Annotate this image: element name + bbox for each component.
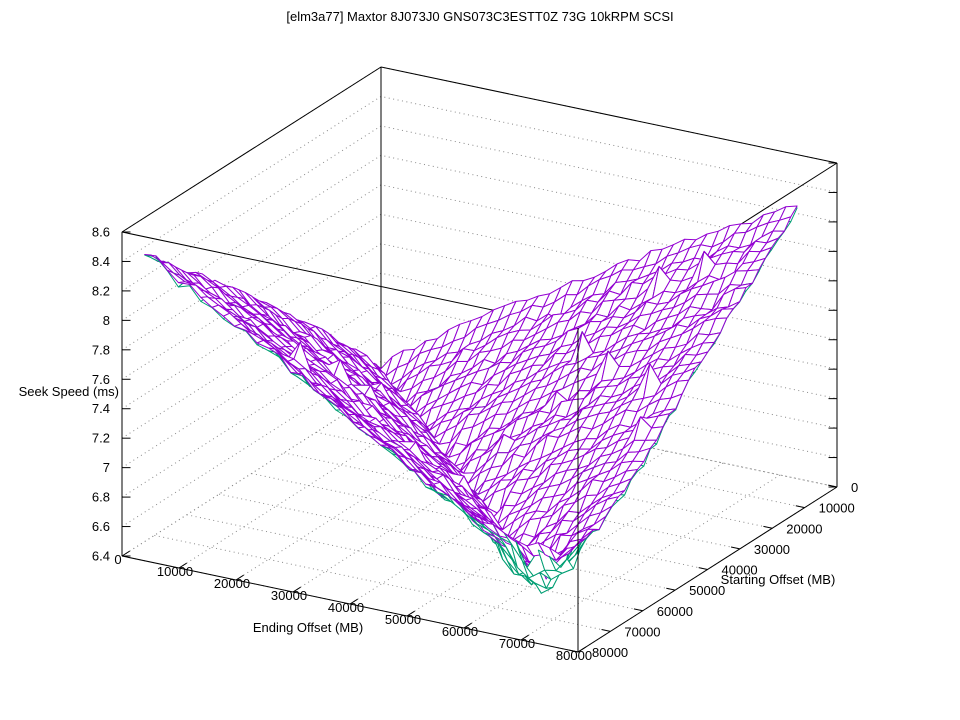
z-axis-title: Seek Speed (ms)	[19, 384, 119, 399]
z-tick-label: 6.6	[92, 519, 110, 534]
tick-labels: 0 10000 20000 30000 40000 50000 60000 70000 8000…	[92, 225, 858, 664]
x-tick-label: 80000	[556, 648, 592, 663]
y-axis-title: Starting Offset (MB)	[721, 572, 836, 587]
x-tick-label: 0	[114, 552, 121, 567]
y-tick-label: 40000	[722, 563, 758, 578]
x-tick-label: 40000	[328, 600, 364, 615]
z-tick-label: 7.8	[92, 342, 110, 357]
y-tick-label: 80000	[592, 645, 628, 660]
plot-box-front-edges	[121, 328, 838, 653]
z-tick-label: 8	[103, 313, 110, 328]
y-tick-label: 60000	[657, 604, 693, 619]
z-tick-label: 6.4	[92, 549, 110, 564]
z-tick-label: 7	[103, 460, 110, 475]
x-axis-title: Ending Offset (MB)	[253, 620, 363, 635]
z-tick-label: 8.2	[92, 283, 110, 298]
z-tick-label: 8.4	[92, 254, 110, 269]
y-tick-label: 50000	[689, 583, 725, 598]
z-tick-label: 7.2	[92, 431, 110, 446]
y-tick-label: 10000	[819, 501, 855, 516]
x-tick-label: 20000	[214, 576, 250, 591]
y-tick-label: 0	[851, 480, 858, 495]
z-tick-label: 7.4	[92, 401, 110, 416]
seek-surface-mesh	[144, 205, 798, 594]
x-tick-label: 30000	[271, 588, 307, 603]
y-tick-label: 70000	[624, 624, 660, 639]
x-tick-label: 70000	[499, 636, 535, 651]
y-tick-label: 20000	[786, 521, 822, 536]
z-tick-label: 6.8	[92, 490, 110, 505]
x-tick-label: 60000	[442, 624, 478, 639]
y-tick-label: 30000	[754, 542, 790, 557]
x-tick-label: 10000	[157, 564, 193, 579]
plot-box-back-edges-and-ticks	[121, 66, 838, 653]
z-tick-label: 8.6	[92, 225, 110, 240]
chart-title: [elm3a77] Maxtor 8J073J0 GNS073C3ESTT0Z …	[286, 9, 673, 24]
z-tick-label: 7.6	[92, 372, 110, 387]
x-tick-label: 50000	[385, 612, 421, 627]
